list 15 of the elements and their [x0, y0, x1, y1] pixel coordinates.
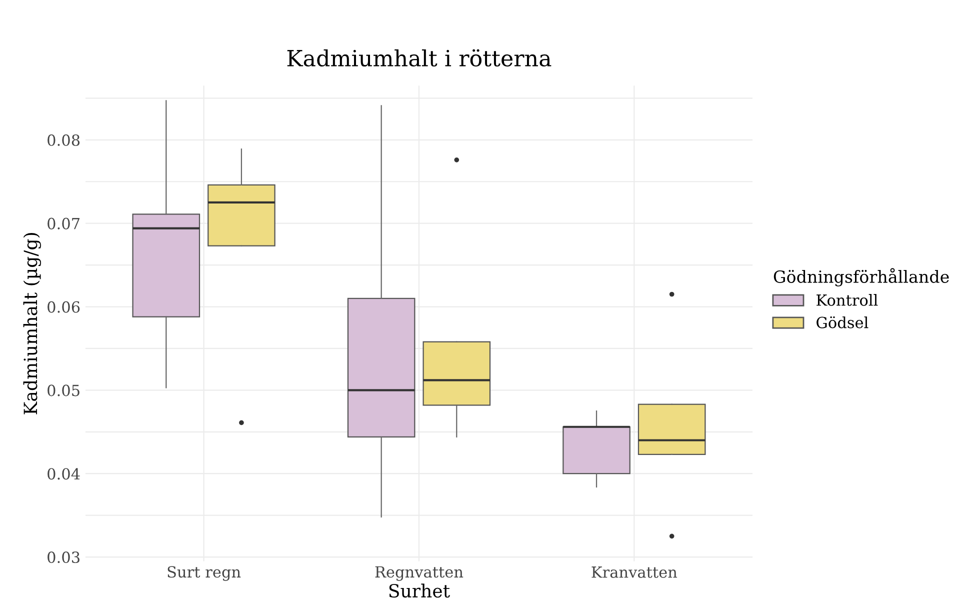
y-tick-label: 0.08: [48, 134, 80, 146]
legend-title: Gödningsförhållande: [774, 268, 949, 286]
y-tick-label: 0.07: [48, 218, 80, 230]
x-tick-label: Regnvatten: [375, 566, 464, 581]
y-tick-label: 0.05: [48, 384, 80, 396]
y-tick-label: 0.04: [48, 468, 80, 480]
y-axis-title: Kadmiumhalt (µg/g): [23, 233, 42, 414]
x-tick-label: Surt regn: [168, 566, 241, 581]
x-tick-label: Kranvatten: [592, 566, 678, 578]
legend-label: Kontroll: [816, 294, 878, 306]
chart-title: Kadmiumhalt i rötterna: [287, 49, 552, 67]
legend-label: Gödsel: [816, 316, 868, 328]
y-tick-label: 0.06: [48, 301, 80, 313]
y-tick-label: 0.03: [48, 552, 80, 564]
x-axis-title: Surhet: [389, 584, 450, 598]
